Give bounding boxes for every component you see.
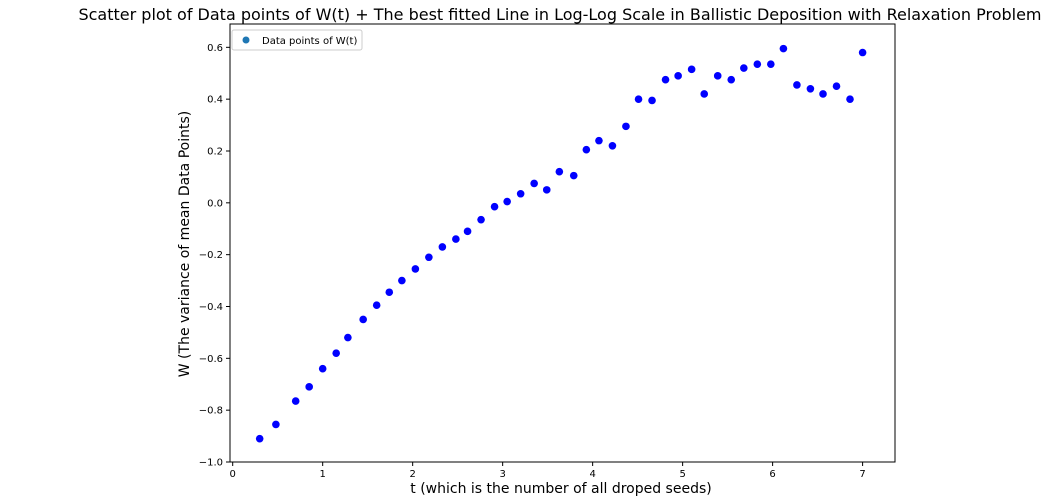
data-point (272, 420, 280, 429)
x-tick-label: 0 (230, 469, 236, 480)
chart-title: Scatter plot of Data points of W(t) + Th… (78, 5, 1041, 24)
data-point (727, 75, 736, 84)
data-point (753, 60, 762, 68)
data-point (530, 179, 538, 188)
data-point (767, 60, 775, 68)
y-tick-label: 0.2 (207, 146, 223, 157)
data-point (569, 171, 578, 180)
data-point (385, 288, 394, 297)
data-point (477, 215, 485, 224)
data-point (740, 64, 748, 72)
x-axis-label: t (which is the number of all droped see… (410, 481, 711, 497)
data-point (291, 397, 300, 405)
data-point (793, 81, 801, 89)
y-tick-label: 0.4 (207, 95, 223, 106)
data-point (452, 235, 460, 243)
data-point (713, 72, 722, 80)
data-point (305, 383, 313, 391)
data-point (648, 96, 656, 105)
data-point (490, 202, 499, 211)
data-point (595, 136, 603, 145)
legend-box (231, 29, 363, 51)
x-tick-label: 4 (589, 469, 595, 480)
data-point (858, 48, 867, 57)
y-tick-label: 0.6 (207, 43, 223, 54)
data-point (582, 145, 591, 154)
data-point (687, 65, 696, 74)
data-point (332, 349, 340, 357)
data-point (398, 276, 406, 285)
data-point (832, 82, 841, 91)
data-point (819, 90, 827, 98)
legend-label: Data points of W(t) (262, 36, 357, 47)
y-axis-ticks: −1.0 −0.8 −0.6 −0.4 −0.2 0.0 0.2 0.4 0.6 (199, 43, 230, 469)
x-tick-label: 1 (319, 469, 325, 480)
x-tick-label: 2 (409, 469, 415, 480)
data-point (700, 90, 709, 98)
x-tick-label: 6 (769, 469, 775, 480)
data-point (555, 167, 564, 176)
x-tick-label: 5 (679, 469, 685, 480)
y-tick-label: −0.6 (199, 354, 223, 365)
legend-marker (242, 36, 250, 44)
data-point (359, 315, 367, 324)
data-point (608, 142, 617, 150)
data-point (438, 243, 447, 251)
data-point (622, 122, 630, 131)
data-point (674, 72, 682, 80)
data-point (411, 265, 420, 273)
data-point (779, 44, 788, 53)
legend: Data points of W(t) (231, 29, 363, 51)
y-tick-label: −0.8 (199, 406, 223, 417)
y-tick-label: −1.0 (199, 458, 223, 469)
data-point (661, 75, 670, 84)
x-tick-label: 3 (499, 469, 505, 480)
data-point (425, 253, 433, 262)
data-point (542, 186, 551, 194)
x-tick-label: 7 (859, 469, 865, 480)
y-tick-label: 0.0 (207, 198, 223, 209)
data-point (318, 364, 327, 373)
data-point (372, 301, 381, 310)
y-axis-label: W (The variance of mean Data Points) (177, 111, 193, 377)
data-point (634, 95, 643, 103)
data-point (463, 227, 472, 236)
y-tick-label: −0.2 (199, 250, 223, 261)
data-point (516, 189, 525, 198)
y-tick-label: −0.4 (199, 302, 223, 313)
x-axis-ticks: 0 1 2 3 4 5 6 7 (230, 462, 866, 480)
plot-area-frame (229, 23, 896, 463)
data-point (846, 95, 854, 103)
data-point (344, 333, 352, 342)
data-point (503, 197, 511, 206)
data-points (255, 44, 867, 443)
data-point (255, 434, 264, 443)
data-point (806, 84, 815, 93)
